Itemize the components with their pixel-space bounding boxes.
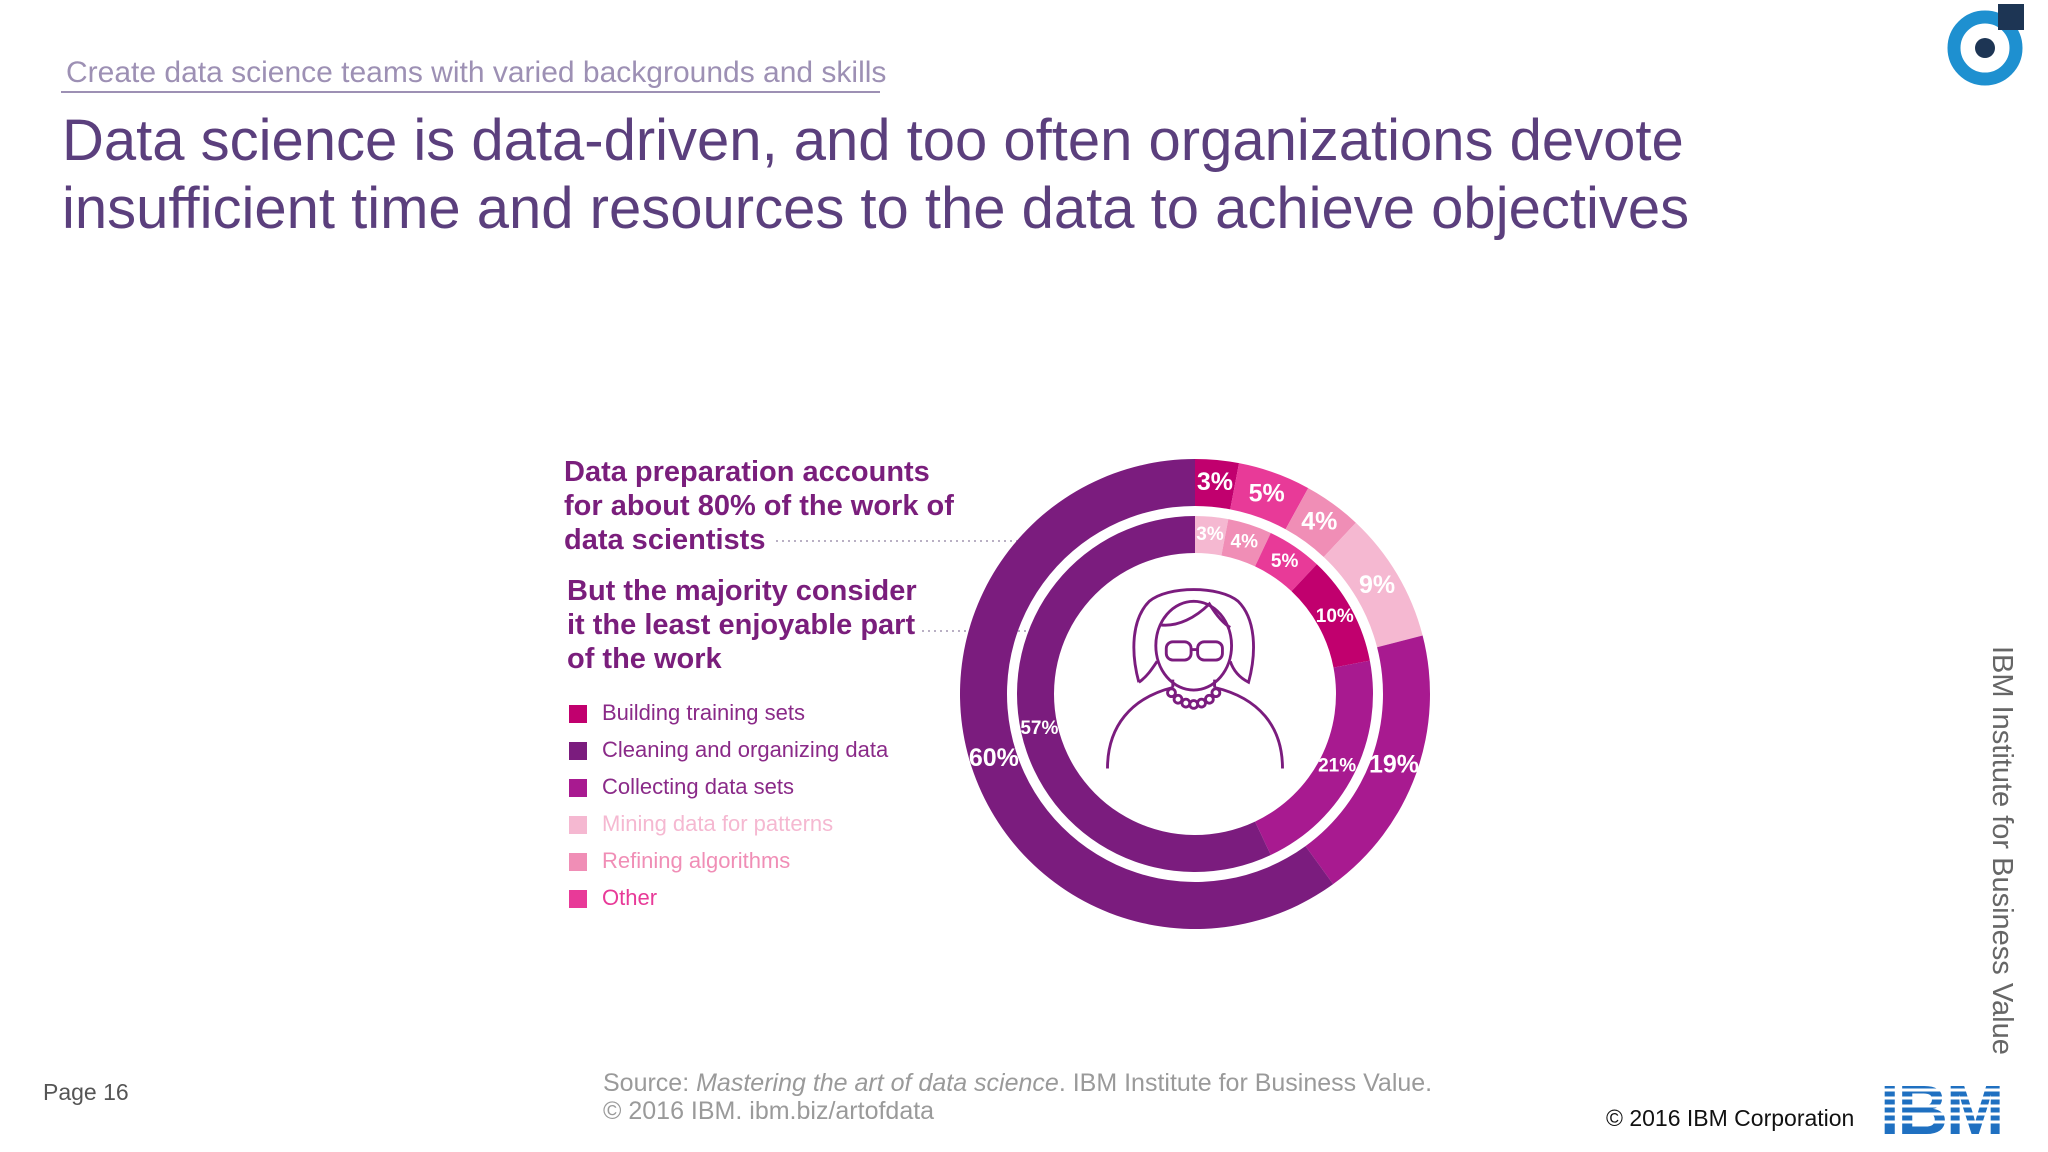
value-label: 5%	[1271, 551, 1299, 572]
title-line: insufficient time and resources to the d…	[62, 176, 1689, 241]
value-label: 10%	[1316, 606, 1354, 627]
annotation-line: But the majority consider	[567, 575, 917, 607]
value-label: 4%	[1301, 508, 1337, 536]
value-label: 5%	[1249, 480, 1285, 508]
ibm-logo: IBM	[1875, 1071, 2030, 1149]
annotation-line: Data preparation accounts	[564, 456, 930, 488]
ring-segment	[1255, 660, 1373, 856]
value-label: 19%	[1369, 750, 1419, 778]
legend-label: Refining algorithms	[602, 848, 790, 873]
ring-segment	[1305, 635, 1431, 885]
page-number: Page 16	[43, 1079, 129, 1105]
annotation-line: of the work	[567, 643, 723, 675]
subtitle: Create data science teams with varied ba…	[66, 56, 886, 89]
copyright: © 2016 IBM Corporation	[1606, 1105, 1854, 1131]
legend-swatch	[569, 816, 587, 834]
legend-label: Collecting data sets	[602, 774, 794, 799]
legend-swatch	[569, 742, 587, 760]
source-line: © 2016 IBM. ibm.biz/artofdata	[603, 1097, 934, 1125]
legend-label: Mining data for patterns	[602, 811, 833, 836]
source-suffix: . IBM Institute for Business Value.	[1059, 1069, 1432, 1097]
ring-segment	[1285, 488, 1356, 557]
side-label: IBM Institute for Business Value	[1986, 646, 2018, 1055]
legend-swatch	[569, 705, 587, 723]
ring-segment	[1195, 459, 1240, 510]
ring-segment	[1255, 532, 1317, 592]
ring-segment	[1323, 522, 1423, 648]
value-label: 21%	[1318, 755, 1356, 776]
source-title: Mastering the art of data science	[696, 1069, 1059, 1097]
ring-segment	[1221, 519, 1271, 567]
legend: Building training sets Cleaning and organ…	[569, 700, 889, 910]
annotation-line: for about 80% of the work of	[564, 490, 954, 522]
legend-swatch	[569, 779, 587, 797]
corner-logo	[1947, 4, 2024, 86]
person-icon	[1106, 588, 1284, 769]
annotation-line: data scientists	[564, 524, 765, 556]
ring-segment	[1230, 463, 1309, 530]
ring-segment	[1016, 516, 1271, 873]
ibm-logo-text: IBM	[1880, 1071, 2002, 1149]
source-prefix: Source:	[603, 1069, 696, 1097]
value-label: 3%	[1196, 524, 1224, 545]
legend-label: Building training sets	[602, 700, 805, 725]
ring-segment	[1195, 516, 1229, 556]
annotation-line: it the least enjoyable part	[567, 609, 915, 641]
legend-swatch	[569, 890, 587, 908]
source-line: Source: Mastering the art of data scienc…	[603, 1069, 1432, 1097]
value-label: 9%	[1359, 571, 1395, 599]
value-label: 57%	[1020, 718, 1058, 739]
legend-label: Cleaning and organizing data	[602, 737, 889, 762]
value-label: 3%	[1197, 468, 1233, 496]
title-line: Data science is data-driven, and too oft…	[62, 108, 1684, 173]
ring-segment	[959, 459, 1334, 930]
value-label: 60%	[969, 744, 1019, 772]
ring-segment	[1291, 564, 1370, 668]
donut-chart: 3% 5%4%9%19%60%3% 4%5%10%21%57%	[959, 459, 1431, 930]
legend-label: Other	[602, 885, 657, 910]
legend-swatch	[569, 853, 587, 871]
value-label: 4%	[1231, 531, 1259, 552]
